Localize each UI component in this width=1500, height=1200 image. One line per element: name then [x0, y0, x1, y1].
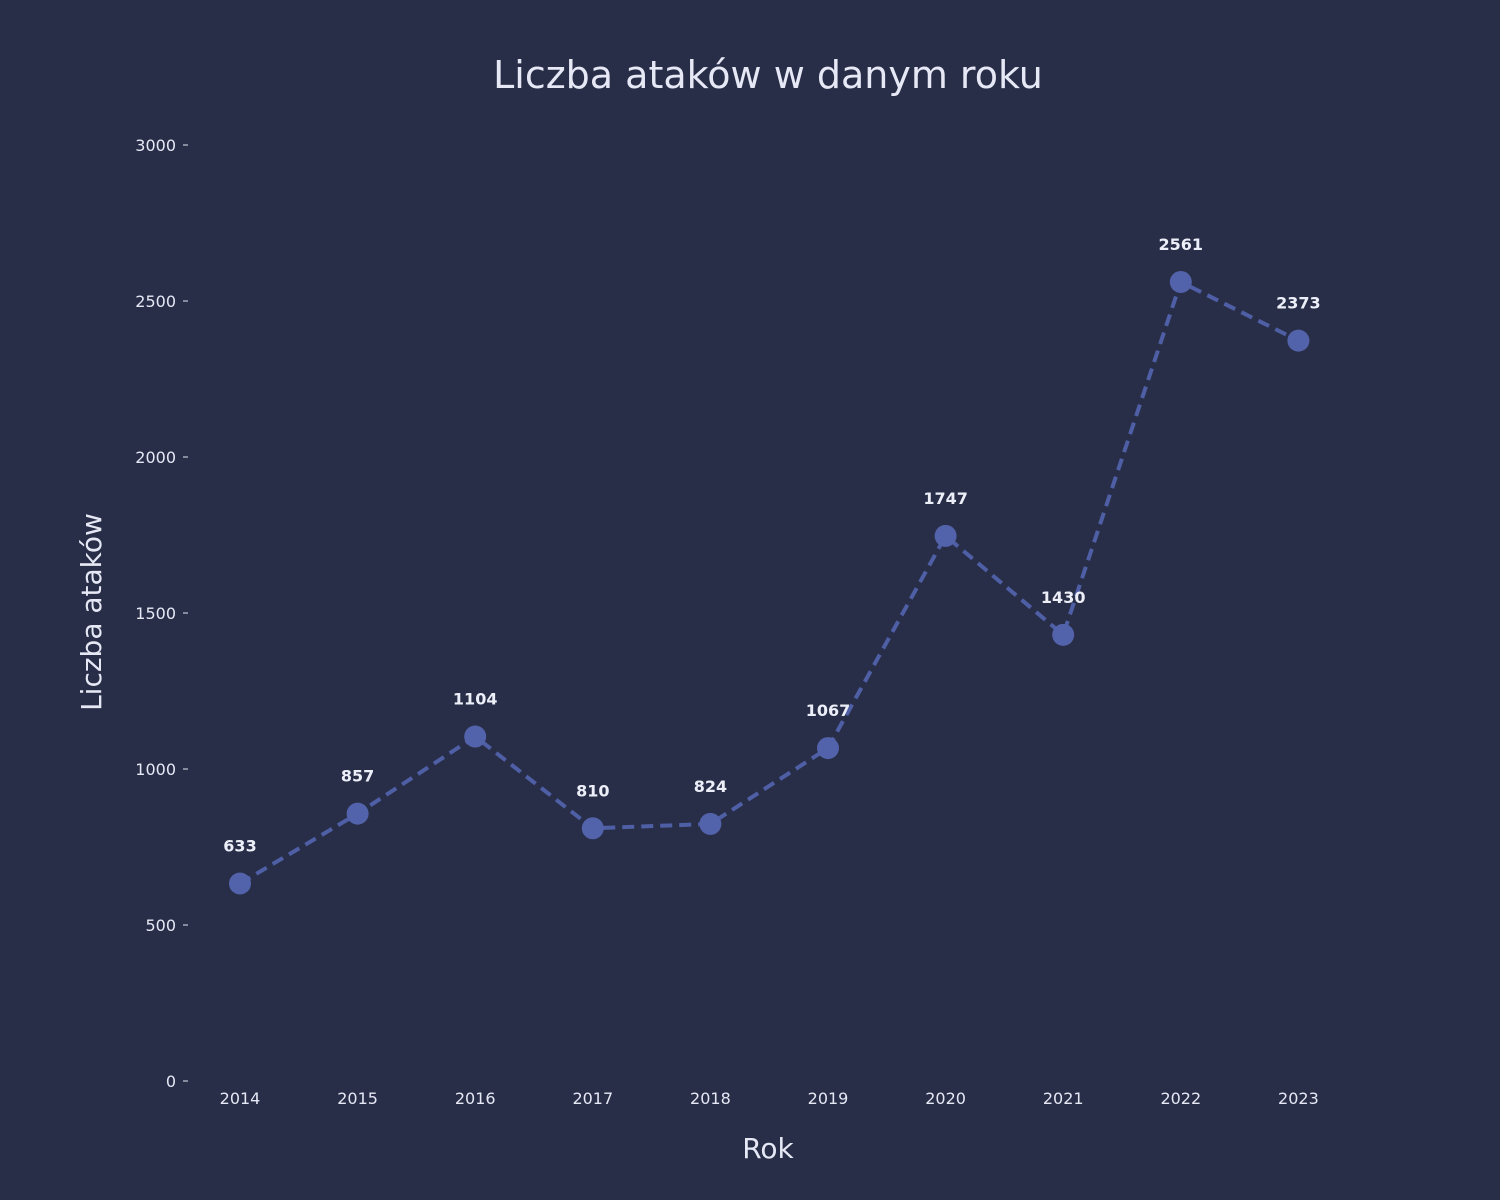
chart-title: Liczba ataków w danym roku	[493, 53, 1043, 97]
data-labels-group: 633 857 1104 810 824 1067 1747 1430 2561 2373	[223, 235, 1320, 856]
data-point	[817, 737, 839, 760]
series-group	[229, 270, 1310, 895]
data-label: 1747	[923, 489, 968, 508]
x-axis-label: Rok	[742, 1132, 794, 1165]
x-tick-label: 2016	[455, 1089, 496, 1108]
data-label: 810	[576, 781, 609, 800]
data-label: 1430	[1041, 588, 1086, 607]
y-tick-label: 0	[166, 1072, 176, 1091]
data-point	[464, 725, 487, 748]
x-tick-label: 2019	[808, 1089, 849, 1108]
data-point	[1052, 623, 1075, 646]
data-label: 1104	[453, 690, 498, 709]
data-label: 2373	[1276, 294, 1321, 313]
data-label: 857	[341, 767, 374, 786]
y-tick-label: 2500	[135, 292, 176, 311]
data-point	[229, 872, 251, 895]
y-tick-label: 3000	[135, 136, 176, 155]
data-label: 824	[694, 777, 727, 796]
x-tick-label: 2015	[337, 1089, 378, 1108]
series-line	[238, 279, 1300, 886]
x-tick-label: 2017	[572, 1089, 613, 1108]
x-axis: 2014 2015 2016 2017 2018 2019 2020 2021 2022 2023	[220, 1089, 1319, 1108]
y-axis-label: Liczba ataków	[75, 513, 108, 711]
data-point	[581, 817, 604, 840]
x-tick-label: 2020	[925, 1089, 966, 1108]
y-tick-label: 1500	[135, 604, 176, 623]
y-tick-label: 500	[145, 916, 176, 935]
x-tick-label: 2022	[1160, 1089, 1201, 1108]
y-tick-label: 1000	[135, 760, 176, 779]
x-tick-label: 2021	[1043, 1089, 1084, 1108]
data-point	[346, 802, 369, 825]
data-label: 1067	[806, 701, 851, 720]
data-point	[1287, 329, 1310, 352]
data-point	[934, 524, 957, 547]
data-label: 633	[223, 837, 256, 856]
data-point	[1169, 270, 1192, 293]
x-tick-label: 2014	[220, 1089, 261, 1108]
y-axis: 0 500 1000 1500 2000 2500 3000	[135, 136, 188, 1091]
y-tick-label: 2000	[135, 448, 176, 467]
data-label: 2561	[1159, 235, 1204, 254]
x-tick-label: 2023	[1278, 1089, 1319, 1108]
data-point	[699, 812, 722, 835]
x-tick-label: 2018	[690, 1089, 731, 1108]
